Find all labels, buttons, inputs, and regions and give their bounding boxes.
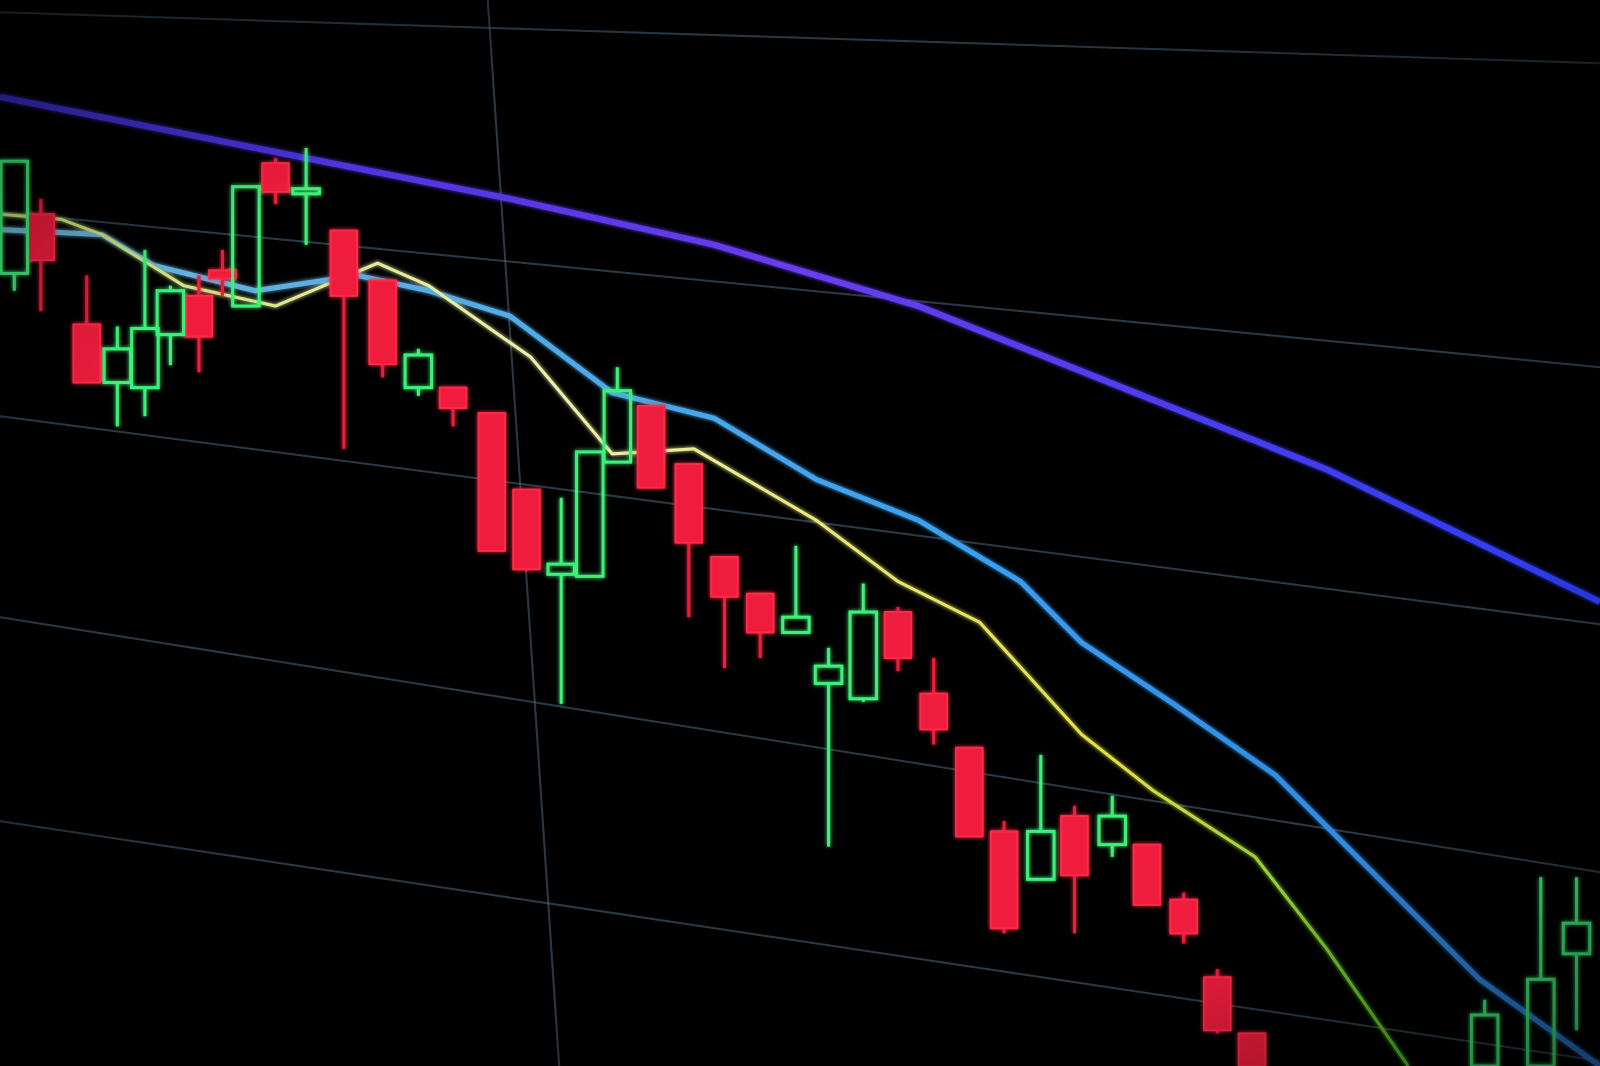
body: (() => { const data = JSON.parse(documen… xyxy=(0,0,1600,1066)
page: {} html, body { margin: 0; padding: 0; w… xyxy=(0,0,1600,1066)
vignette xyxy=(0,0,1600,1066)
chart-photo xyxy=(0,0,1600,1066)
